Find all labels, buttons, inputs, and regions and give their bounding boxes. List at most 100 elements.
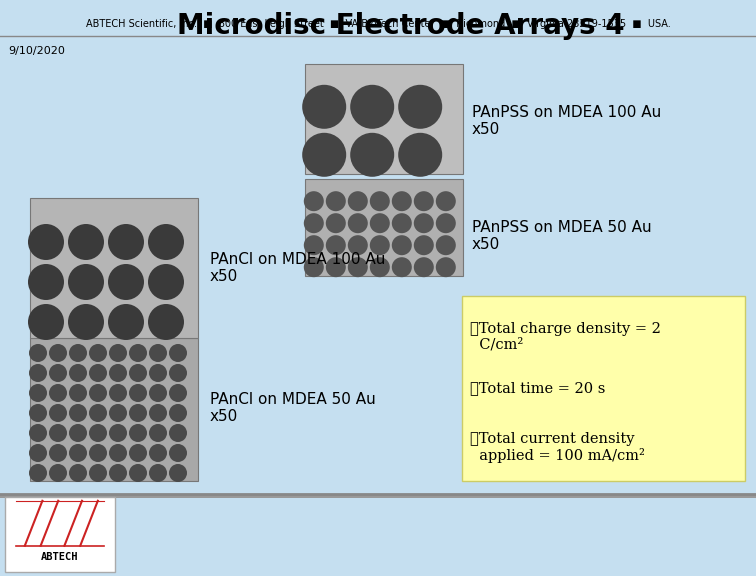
Ellipse shape (109, 384, 127, 402)
Ellipse shape (49, 344, 67, 362)
Ellipse shape (326, 191, 345, 211)
Ellipse shape (69, 364, 87, 382)
Ellipse shape (28, 304, 64, 340)
Ellipse shape (169, 364, 187, 382)
Ellipse shape (29, 384, 47, 402)
Ellipse shape (89, 424, 107, 442)
Text: ➢Total charge density = 2
  C/cm²: ➢Total charge density = 2 C/cm² (470, 321, 661, 352)
Ellipse shape (29, 464, 47, 482)
Ellipse shape (392, 191, 412, 211)
Ellipse shape (414, 191, 434, 211)
Ellipse shape (348, 191, 368, 211)
Ellipse shape (149, 364, 167, 382)
Ellipse shape (348, 213, 368, 233)
Ellipse shape (108, 264, 144, 300)
Bar (305, 64, 463, 174)
Ellipse shape (89, 364, 107, 382)
Ellipse shape (129, 444, 147, 462)
Ellipse shape (435, 235, 456, 255)
Ellipse shape (304, 257, 324, 277)
Ellipse shape (69, 384, 87, 402)
Ellipse shape (129, 364, 147, 382)
Ellipse shape (28, 264, 64, 300)
Ellipse shape (49, 424, 67, 442)
Bar (30, 338, 198, 481)
Ellipse shape (149, 444, 167, 462)
Text: ABTECH: ABTECH (42, 552, 79, 562)
Ellipse shape (148, 264, 184, 300)
Text: ABTECH Scientific, Inc.  ■  800 East Leigh Street  ■  VA BioTech Center  ■  Rich: ABTECH Scientific, Inc. ■ 800 East Leigh… (85, 19, 671, 29)
Ellipse shape (49, 464, 67, 482)
Ellipse shape (435, 257, 456, 277)
Ellipse shape (109, 404, 127, 422)
Ellipse shape (68, 304, 104, 340)
Text: 9/10/2020: 9/10/2020 (8, 46, 65, 56)
Ellipse shape (109, 344, 127, 362)
Ellipse shape (108, 224, 144, 260)
Ellipse shape (169, 404, 187, 422)
Ellipse shape (169, 384, 187, 402)
Ellipse shape (392, 235, 412, 255)
Ellipse shape (435, 191, 456, 211)
FancyBboxPatch shape (462, 296, 745, 481)
Ellipse shape (398, 133, 442, 177)
Ellipse shape (29, 344, 47, 362)
Ellipse shape (149, 404, 167, 422)
Ellipse shape (149, 464, 167, 482)
Ellipse shape (304, 235, 324, 255)
Ellipse shape (370, 235, 390, 255)
Ellipse shape (89, 384, 107, 402)
Ellipse shape (109, 364, 127, 382)
Bar (0, 494, 756, 498)
Ellipse shape (109, 424, 127, 442)
Ellipse shape (149, 424, 167, 442)
Ellipse shape (169, 464, 187, 482)
Ellipse shape (49, 364, 67, 382)
Ellipse shape (392, 213, 412, 233)
Bar (5, 497, 115, 572)
Ellipse shape (29, 444, 47, 462)
Ellipse shape (302, 133, 346, 177)
Text: PAnPSS on MDEA 50 Au
x50: PAnPSS on MDEA 50 Au x50 (472, 220, 652, 252)
Ellipse shape (148, 224, 184, 260)
Ellipse shape (89, 404, 107, 422)
Ellipse shape (435, 213, 456, 233)
Ellipse shape (49, 444, 67, 462)
Ellipse shape (69, 464, 87, 482)
Ellipse shape (414, 257, 434, 277)
Ellipse shape (108, 304, 144, 340)
Ellipse shape (149, 344, 167, 362)
Ellipse shape (414, 235, 434, 255)
Ellipse shape (304, 213, 324, 233)
Bar (30, 198, 198, 338)
Text: ➢Total time = 20 s: ➢Total time = 20 s (470, 381, 606, 396)
Ellipse shape (326, 213, 345, 233)
Bar (305, 179, 463, 276)
Ellipse shape (129, 384, 147, 402)
Ellipse shape (302, 85, 346, 129)
Text: ➢Total current density
  applied = 100 mA/cm²: ➢Total current density applied = 100 mA/… (470, 432, 645, 464)
Ellipse shape (149, 384, 167, 402)
Ellipse shape (109, 464, 127, 482)
Ellipse shape (326, 257, 345, 277)
Ellipse shape (370, 191, 390, 211)
Ellipse shape (350, 133, 394, 177)
Ellipse shape (68, 224, 104, 260)
Ellipse shape (109, 444, 127, 462)
Ellipse shape (129, 424, 147, 442)
Ellipse shape (49, 384, 67, 402)
Ellipse shape (169, 424, 187, 442)
Ellipse shape (89, 444, 107, 462)
Ellipse shape (69, 404, 87, 422)
Ellipse shape (169, 444, 187, 462)
Ellipse shape (69, 444, 87, 462)
Ellipse shape (398, 85, 442, 129)
Ellipse shape (29, 424, 47, 442)
Ellipse shape (129, 464, 147, 482)
Ellipse shape (29, 404, 47, 422)
Ellipse shape (370, 257, 390, 277)
Text: PAnCl on MDEA 50 Au
x50: PAnCl on MDEA 50 Au x50 (210, 392, 376, 424)
Ellipse shape (129, 404, 147, 422)
Ellipse shape (370, 213, 390, 233)
Ellipse shape (169, 344, 187, 362)
